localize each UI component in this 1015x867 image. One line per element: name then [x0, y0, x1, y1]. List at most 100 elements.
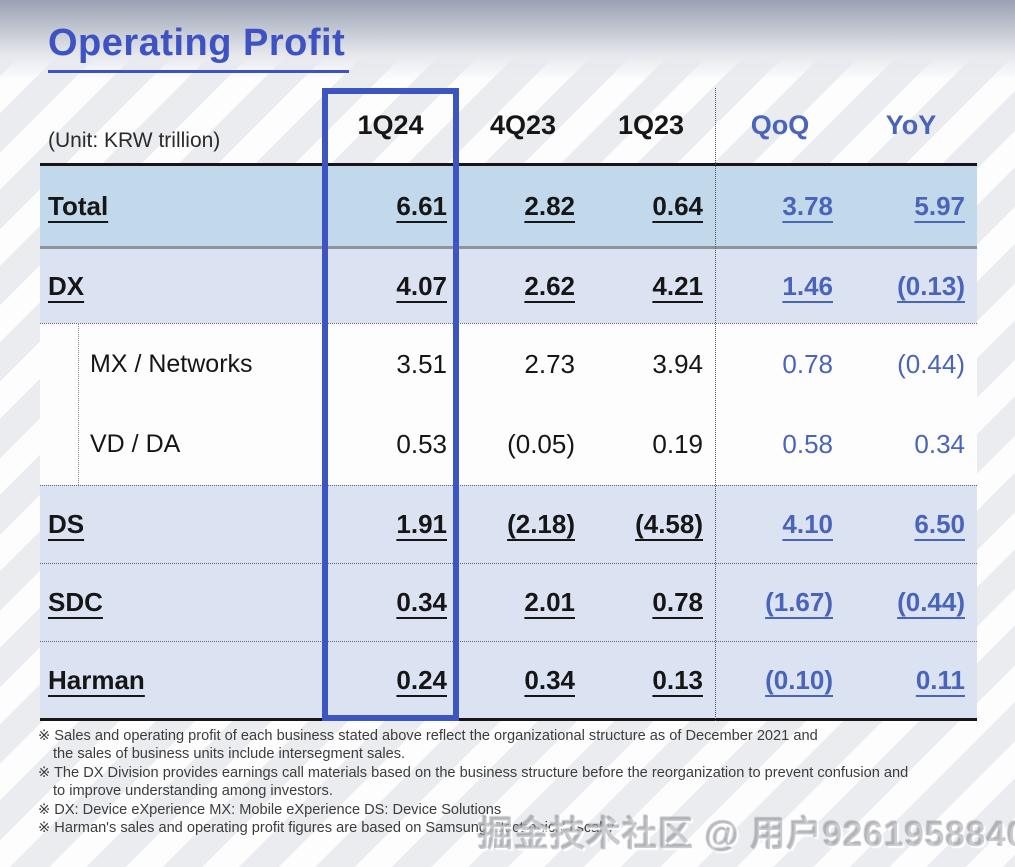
cell-value: 0.78	[652, 587, 703, 617]
cell-yoy: (0.44)	[845, 324, 977, 404]
table-row-harman: Harman 0.24 0.34 0.13 (0.10) 0.11	[40, 641, 977, 718]
cell-1q23: 0.64	[587, 166, 715, 246]
row-label-cell: SDC	[40, 564, 322, 641]
cell-yoy: (0.44)	[845, 564, 977, 641]
cell-value: 2.01	[524, 587, 575, 617]
current-quarter-highlight-box	[322, 88, 459, 721]
cell-value: (1.67)	[765, 587, 833, 617]
cell-4q23: (0.05)	[459, 404, 587, 485]
cell-value: (0.10)	[765, 664, 833, 695]
sub-rows-divider	[78, 323, 79, 485]
qoq-column-divider	[715, 88, 716, 721]
cell-value: 2.73	[524, 348, 575, 379]
cell-value: 0.58	[782, 429, 833, 459]
page-title: Operating Profit	[48, 22, 350, 73]
cell-1q24: 3.51	[322, 324, 459, 404]
table-row-dx: DX 4.07 2.62 4.21 1.46 (0.13)	[40, 246, 977, 323]
row-label: SDC	[48, 587, 103, 617]
cell-1q24: 4.07	[322, 249, 459, 323]
cell-yoy: 6.50	[845, 486, 977, 563]
footnote-line: the sales of business units include inte…	[53, 746, 406, 763]
cell-yoy: 0.34	[845, 404, 977, 485]
watermark-text: 掘金技术社区 @ 用户926195884004	[478, 815, 1015, 854]
cell-4q23: (2.18)	[459, 486, 587, 563]
cell-value: 0.53	[396, 429, 447, 459]
row-label-cell: DX	[40, 249, 322, 323]
cell-value: 0.24	[396, 664, 447, 695]
table-bottom-rule	[40, 718, 977, 721]
unit-label-cell: (Unit: KRW trillion)	[40, 88, 322, 163]
row-label: Harman	[48, 664, 145, 695]
cell-value: 2.62	[524, 270, 575, 301]
cell-1q24: 6.61	[322, 166, 459, 246]
cell-value: 0.34	[914, 429, 965, 459]
column-header-yoy: YoY	[885, 110, 937, 140]
table-row-ds: DS 1.91 (2.18) (4.58) 4.10 6.50	[40, 485, 977, 563]
cell-value: 4.21	[652, 270, 703, 301]
cell-value: 5.97	[914, 190, 965, 221]
table-rows: Total 6.61 2.82 0.64 3.78 5.97 DX 4.07 2…	[40, 166, 977, 718]
cell-value: 6.50	[914, 509, 965, 539]
cell-value: 6.61	[396, 190, 447, 221]
cell-qoq: 0.58	[715, 404, 845, 485]
footnote-line: to improve understanding among investors…	[53, 783, 333, 800]
row-label: DS	[48, 509, 85, 539]
cell-value: 0.19	[652, 429, 703, 459]
cell-4q23: 2.73	[459, 324, 587, 404]
cell-value: 0.13	[652, 664, 703, 695]
cell-1q23: 0.78	[587, 564, 715, 641]
row-label-cell: Total	[40, 166, 322, 246]
cell-value: 0.64	[652, 190, 703, 221]
row-label-cell: MX / Networks	[40, 324, 322, 404]
cell-value: 4.10	[782, 509, 833, 539]
cell-value: 0.34	[396, 587, 447, 617]
cell-1q23: 0.19	[587, 404, 715, 485]
cell-value: 0.78	[782, 348, 833, 379]
cell-1q23: 0.13	[587, 642, 715, 718]
column-header-4q23: 4Q23	[489, 110, 557, 140]
row-label-cell: Harman	[40, 642, 322, 718]
cell-value: 0.11	[915, 664, 965, 695]
cell-value: 0.34	[524, 664, 575, 695]
row-label: VD / DA	[90, 430, 181, 458]
cell-value: 4.07	[396, 270, 447, 301]
top-gradient-band	[0, 0, 1015, 80]
row-label: Total	[48, 190, 109, 221]
cell-value: (4.58)	[635, 509, 703, 539]
cell-qoq: 4.10	[715, 486, 845, 563]
row-label-cell: VD / DA	[40, 404, 322, 485]
row-label: MX / Networks	[90, 349, 253, 378]
cell-1q23: 3.94	[587, 324, 715, 404]
table-row-total: Total 6.61 2.82 0.64 3.78 5.97	[40, 166, 977, 246]
table-row-vd-da: VD / DA 0.53 (0.05) 0.19 0.58 0.34	[40, 404, 977, 485]
cell-value: 2.82	[524, 190, 575, 221]
footnote-line: ※ Harman's sales and operating profit fi…	[38, 820, 614, 837]
footnote-line: ※ The DX Division provides earnings call…	[38, 764, 909, 781]
cell-4q23: 0.34	[459, 642, 587, 718]
cell-1q24: 1.91	[322, 486, 459, 563]
table-row-sdc: SDC 0.34 2.01 0.78 (1.67) (0.44)	[40, 563, 977, 641]
cell-value: 3.94	[652, 348, 703, 379]
cell-yoy: 0.11	[845, 642, 977, 718]
cell-value: (2.18)	[507, 509, 575, 539]
row-label-cell: DS	[40, 486, 322, 563]
cell-value: 1.91	[396, 509, 447, 539]
operating-profit-table: (Unit: KRW trillion) 1Q24 4Q23 1Q23 QoQ …	[40, 88, 977, 721]
cell-qoq: 1.46	[715, 249, 845, 323]
cell-yoy: 5.97	[845, 166, 977, 246]
footnote-line: ※ Sales and operating profit of each bus…	[38, 728, 818, 744]
cell-qoq: 0.78	[715, 324, 845, 404]
cell-value: (0.05)	[507, 429, 575, 459]
row-label: DX	[48, 270, 85, 301]
cell-1q23: (4.58)	[587, 486, 715, 563]
cell-4q23: 2.62	[459, 249, 587, 323]
cell-1q24: 0.24	[322, 642, 459, 718]
cell-value: 3.51	[396, 348, 447, 379]
column-header-1q24: 1Q24	[357, 110, 424, 140]
cell-qoq: (1.67)	[715, 564, 845, 641]
cell-1q24: 0.34	[322, 564, 459, 641]
cell-value: (0.44)	[897, 348, 965, 379]
cell-qoq: (0.10)	[715, 642, 845, 718]
cell-value: (0.13)	[897, 270, 965, 301]
